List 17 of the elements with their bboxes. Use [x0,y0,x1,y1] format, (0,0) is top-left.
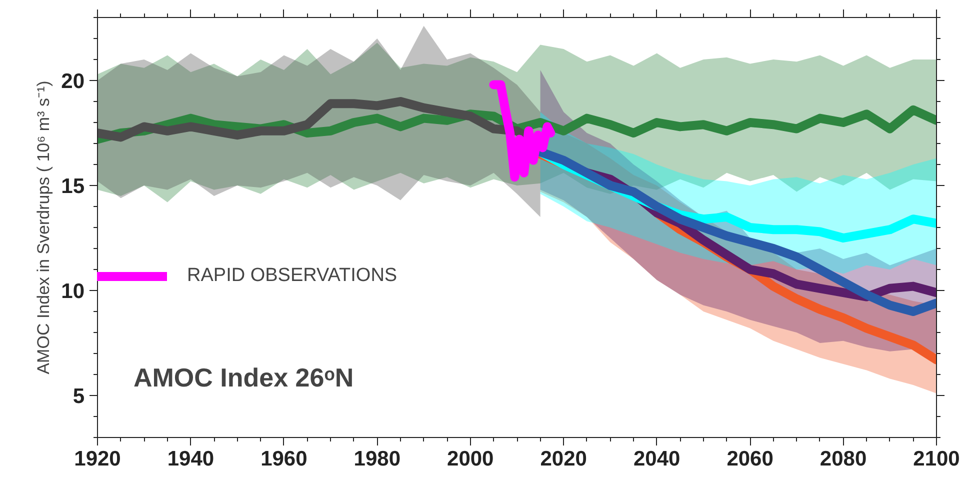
annotation: AMOC Index 26ᵒN [134,362,354,392]
x-tick-label: 1980 [354,448,401,470]
y-tick-label: 5 [72,385,85,408]
x-tick-label: 2000 [447,448,494,470]
x-tick-label: 1920 [74,448,121,470]
x-tick-label: 2100 [913,448,960,470]
x-tick-label: 2020 [540,448,587,470]
x-tick-label: 2040 [633,448,680,470]
y-tick-label: 20 [61,70,84,93]
y-axis-title: AMOC Index in Sverdrups ( 10⁶ m³ s⁻¹) [34,80,54,374]
x-tick-label: 2060 [726,448,774,470]
legend-label: RAPID OBSERVATIONS [187,265,398,287]
y-tick-label: 15 [61,175,85,198]
x-tick-label: 1940 [167,448,214,470]
y-tick-label: 10 [61,280,84,303]
x-tick-label: 1960 [260,448,308,470]
x-tick-label: 2080 [820,448,867,470]
